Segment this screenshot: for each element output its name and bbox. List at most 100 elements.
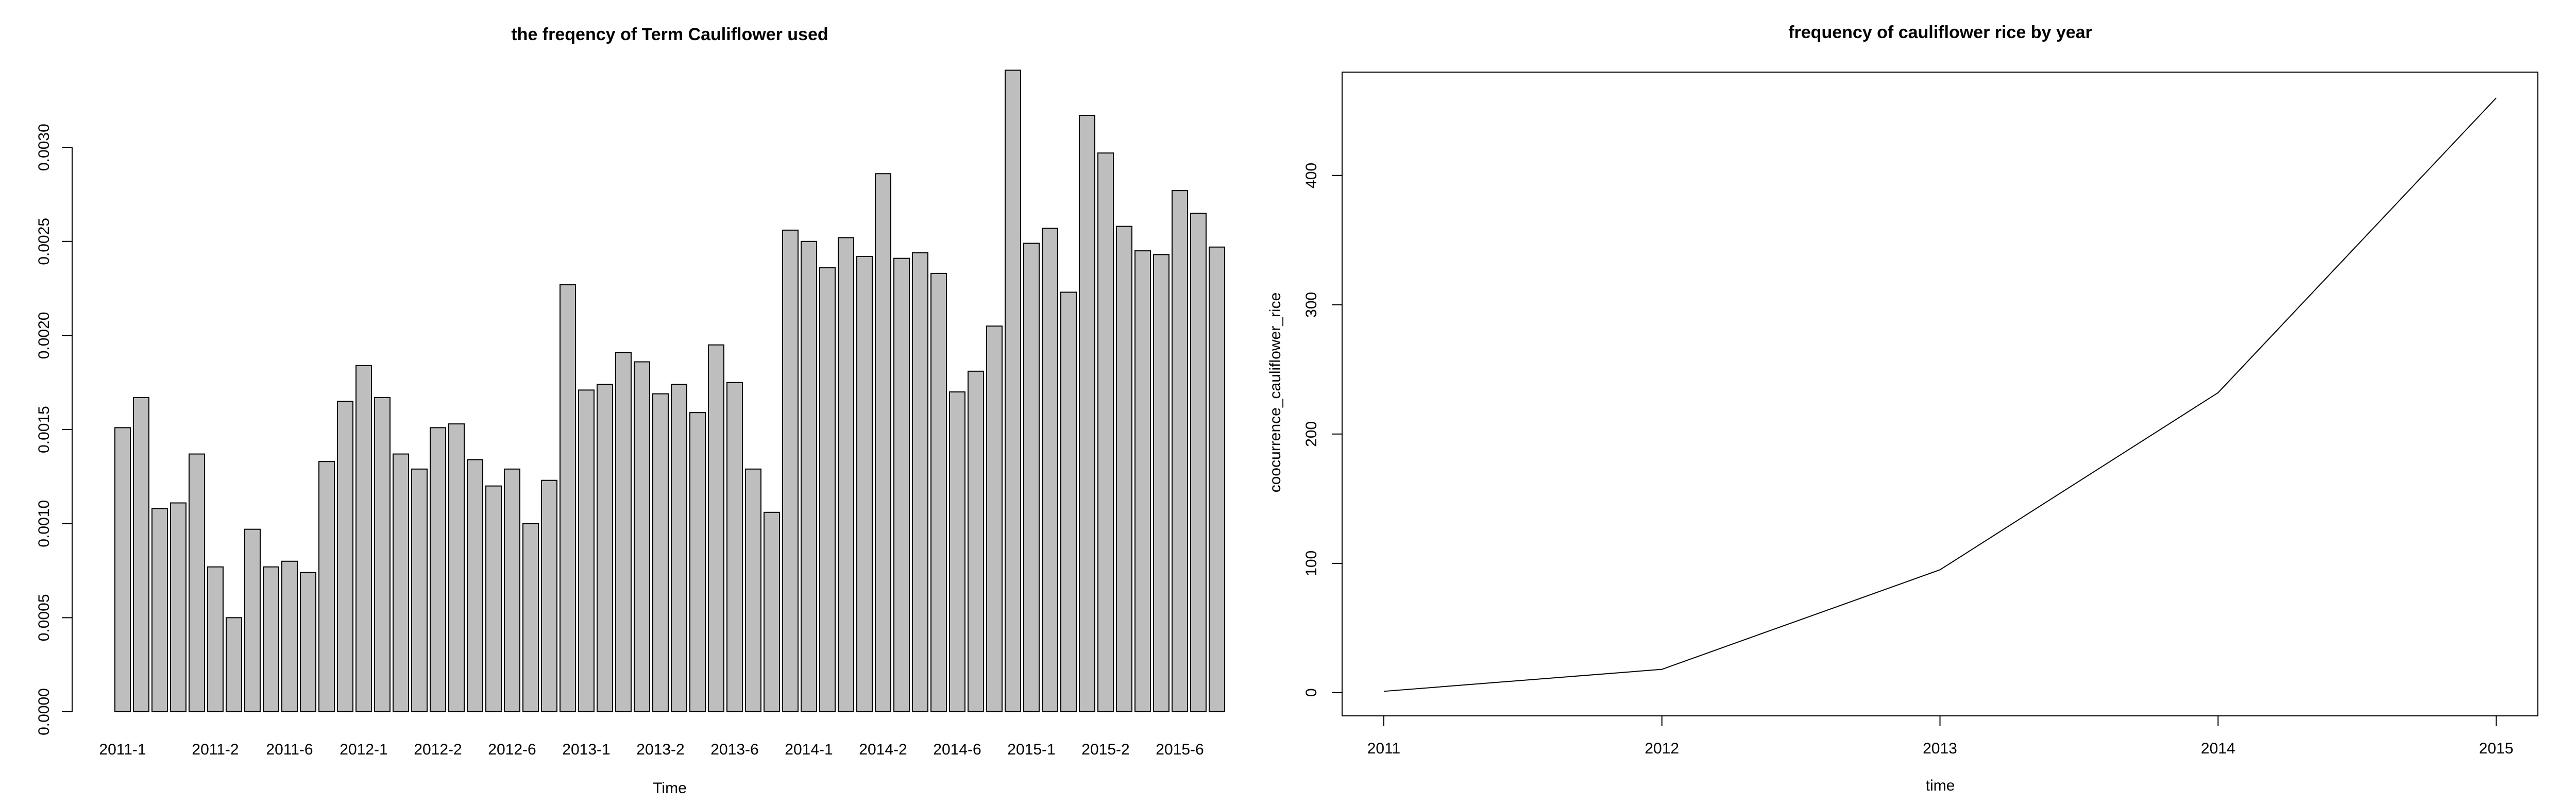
bar-46: [968, 370, 985, 712]
bar-4: [189, 453, 206, 712]
bar-chart-x-tick-label-13: 2015-2: [1081, 741, 1129, 758]
line-chart-plot-box: [1342, 72, 2538, 716]
bar-chart-y-tick-label-4: 0.0020: [36, 312, 53, 359]
line-chart-title: frequency of cauliflower rice by year: [1788, 23, 2092, 42]
bar-chart-x-tick-label-9: 2014-1: [785, 741, 833, 758]
bar-12: [337, 401, 354, 712]
bar-chart-title: the freqency of Term Cauliflower used: [511, 25, 828, 44]
bar-chart-x-tick-label-11: 2014-6: [933, 741, 981, 758]
bar-48: [1005, 70, 1022, 713]
bar-35: [764, 511, 781, 712]
bar-18: [448, 423, 465, 712]
bar-26: [597, 384, 614, 712]
bar-14: [374, 397, 391, 712]
bar-22: [522, 523, 539, 713]
bar-29: [652, 393, 669, 712]
bar-50: [1042, 228, 1059, 712]
bar-2: [151, 508, 168, 712]
line-chart-x-tick-label-3: 2014: [2201, 740, 2235, 757]
line-chart-y-tick-label-1: 100: [1303, 551, 1320, 576]
bar-chart-x-tick-label-1: 2011-2: [192, 741, 239, 758]
bar-chart-x-tick-label-4: 2012-2: [414, 741, 462, 758]
bar-59: [1209, 246, 1226, 713]
bar-51: [1060, 291, 1077, 712]
bar-15: [393, 453, 410, 712]
bar-10: [300, 572, 317, 713]
bar-27: [615, 352, 632, 712]
bar-9: [281, 560, 298, 712]
bar-37: [801, 241, 818, 712]
bar-1: [133, 397, 150, 712]
bar-chart-x-axis-label: Time: [653, 780, 687, 797]
bar-chart-x-tick-label-7: 2013-2: [636, 741, 684, 758]
line-chart-x-tick-label-2: 2013: [1923, 740, 1957, 757]
line-chart-y-tick-label-3: 300: [1303, 292, 1320, 318]
line-chart-x-tick-label-4: 2015: [2479, 740, 2514, 757]
bar-30: [671, 384, 688, 712]
bar-3: [170, 502, 187, 713]
bar-chart-y-tick-label-0: 0.0000: [36, 688, 53, 735]
bar-24: [560, 284, 577, 712]
bar-8: [263, 566, 280, 712]
bar-55: [1134, 250, 1151, 712]
bar-5: [207, 566, 224, 712]
bar-54: [1116, 226, 1133, 713]
bar-0: [114, 427, 131, 712]
bar-28: [634, 361, 651, 712]
bar-chart-x-tick-label-14: 2015-6: [1156, 741, 1204, 758]
bar-40: [856, 255, 873, 712]
line-chart-y-tick-label-0: 0: [1303, 688, 1320, 697]
bar-57: [1172, 190, 1189, 712]
bar-47: [986, 325, 1003, 712]
bar-58: [1190, 212, 1207, 713]
bar-53: [1097, 152, 1114, 713]
line-series-path: [1383, 97, 2497, 692]
line-chart-x-ticks: 2011 2012 2013 2014 2015: [1367, 716, 2514, 757]
bar-chart-x-tick-label-0: 2011-1: [99, 741, 146, 758]
bar-32: [708, 344, 725, 712]
bar-chart: the freqency of Term Cauliflower used 0.…: [36, 25, 1226, 797]
bar-49: [1023, 243, 1040, 713]
bar-36: [782, 229, 799, 713]
line-chart-y-axis-label: coocurrence_cauliflower_rice: [1267, 293, 1284, 493]
bar-33: [726, 382, 743, 712]
bar-17: [430, 427, 447, 712]
bar-chart-y-tick-label-3: 0.0015: [36, 406, 53, 453]
bar-chart-x-tick-label-5: 2012-6: [488, 741, 536, 758]
bar-56: [1153, 254, 1170, 712]
bar-chart-x-tick-label-3: 2012-1: [340, 741, 387, 758]
bar-chart-x-tick-label-2: 2011-6: [266, 741, 313, 758]
bar-7: [244, 528, 261, 713]
bar-23: [541, 479, 558, 712]
line-chart-y-tick-label-4: 400: [1303, 163, 1320, 188]
bar-20: [485, 485, 502, 713]
bar-series: [114, 70, 1226, 713]
line-chart-x-tick-label-0: 2011: [1367, 740, 1401, 757]
bar-chart-y-tick-label-5: 0.0025: [36, 218, 53, 265]
line-chart-y-tick-label-2: 200: [1303, 421, 1320, 447]
bar-chart-y-tick-label-6: 0.0030: [36, 124, 53, 171]
bar-19: [467, 459, 484, 712]
bar-chart-y-tick-label-2: 0.0010: [36, 500, 53, 547]
bar-chart-x-tick-label-12: 2015-1: [1007, 741, 1055, 758]
bar-chart-x-tick-label-10: 2014-2: [859, 741, 907, 758]
bar-chart-y-tick-label-1: 0.0005: [36, 594, 53, 641]
bar-6: [226, 617, 243, 712]
bar-42: [893, 258, 910, 712]
bar-44: [930, 272, 947, 712]
bar-31: [689, 412, 706, 712]
bar-16: [411, 468, 428, 713]
bar-chart-y-ticks: 0.0000 0.0005 0.0010 0.0015 0.0020 0.0025 0.00…: [36, 124, 72, 735]
bar-41: [875, 173, 892, 712]
bar-chart-x-tick-label-8: 2013-6: [710, 741, 758, 758]
line-chart: frequency of cauliflower rice by year 20…: [1267, 23, 2538, 794]
bar-39: [838, 237, 855, 712]
bar-chart-x-tick-label-6: 2013-1: [562, 741, 610, 758]
bar-34: [745, 468, 762, 713]
line-chart-x-axis-label: time: [1926, 777, 1955, 794]
bar-chart-x-tick-labels: 2011-1 2011-2 2011-6 2012-1 2012-2 2012-6 2013…: [99, 741, 1204, 758]
bar-45: [949, 391, 966, 712]
bar-43: [912, 252, 929, 712]
